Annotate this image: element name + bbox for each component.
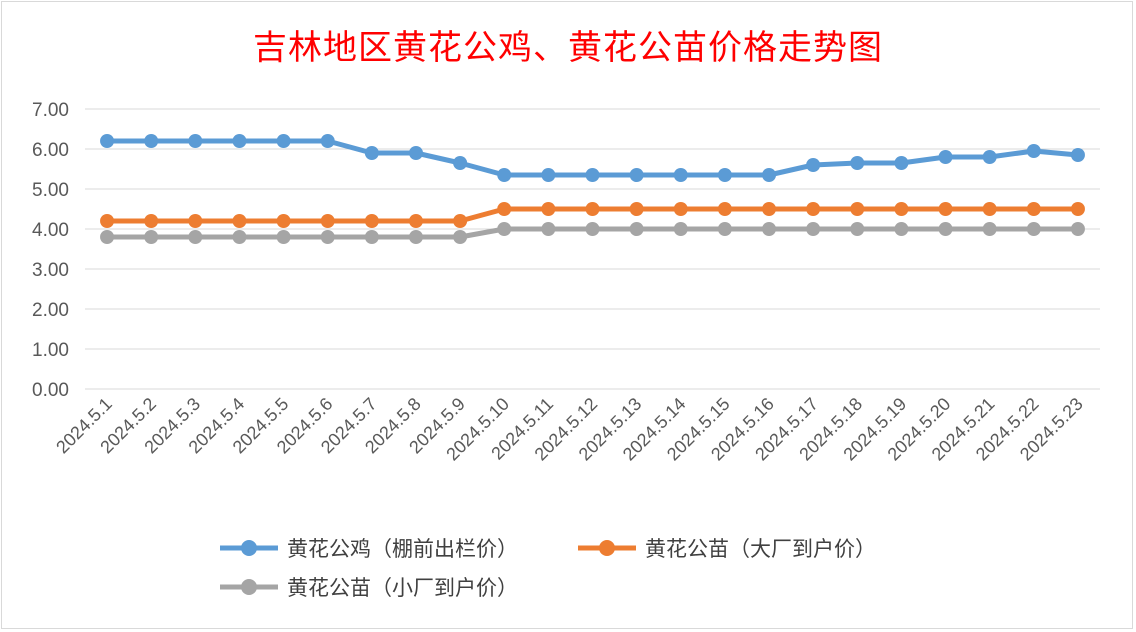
legend-marker bbox=[599, 540, 615, 556]
data-point bbox=[144, 230, 159, 244]
data-point bbox=[673, 168, 688, 182]
data-point bbox=[717, 222, 732, 236]
data-point bbox=[320, 214, 335, 228]
data-point bbox=[585, 202, 600, 216]
y-tick-label: 6.00 bbox=[32, 140, 69, 161]
data-point bbox=[453, 156, 468, 170]
legend-item: 黄花公鸡（棚前出栏价） bbox=[220, 537, 518, 561]
data-point bbox=[629, 202, 644, 216]
data-point bbox=[497, 168, 512, 182]
data-point bbox=[982, 150, 997, 164]
data-point bbox=[1026, 144, 1041, 158]
data-point bbox=[408, 230, 423, 244]
data-point bbox=[453, 230, 468, 244]
data-point bbox=[541, 202, 556, 216]
data-point bbox=[894, 202, 909, 216]
legend-label: 黄花公苗（大厂到户价） bbox=[645, 537, 876, 561]
data-point bbox=[762, 168, 777, 182]
data-point bbox=[938, 150, 953, 164]
data-point bbox=[585, 222, 600, 236]
data-point bbox=[1026, 222, 1041, 236]
data-point bbox=[100, 134, 115, 148]
x-axis-ticks: 2024.5.12024.5.22024.5.32024.5.42024.5.5… bbox=[52, 394, 1087, 465]
data-point bbox=[806, 158, 821, 172]
data-point bbox=[408, 146, 423, 160]
data-point bbox=[717, 168, 732, 182]
data-point bbox=[850, 202, 865, 216]
data-point bbox=[320, 134, 335, 148]
data-point bbox=[806, 202, 821, 216]
data-point bbox=[629, 222, 644, 236]
data-point bbox=[806, 222, 821, 236]
data-point bbox=[232, 230, 247, 244]
legend-item: 黄花公苗（大厂到户价） bbox=[578, 537, 876, 561]
y-tick-label: 2.00 bbox=[32, 300, 69, 321]
data-point bbox=[364, 230, 379, 244]
legend-marker bbox=[241, 579, 257, 595]
y-tick-label: 3.00 bbox=[32, 260, 69, 281]
data-point bbox=[850, 222, 865, 236]
data-point bbox=[408, 214, 423, 228]
data-point bbox=[144, 134, 159, 148]
y-tick-label: 1.00 bbox=[32, 340, 69, 361]
series-1 bbox=[100, 134, 1085, 182]
data-point bbox=[276, 134, 291, 148]
data-point bbox=[850, 156, 865, 170]
data-point bbox=[144, 214, 159, 228]
data-point bbox=[232, 214, 247, 228]
series-2 bbox=[100, 202, 1085, 228]
data-point bbox=[232, 134, 247, 148]
legend-label: 黄花公鸡（棚前出栏价） bbox=[287, 537, 518, 561]
data-point bbox=[276, 230, 291, 244]
data-point bbox=[938, 202, 953, 216]
y-tick-label: 7.00 bbox=[32, 100, 69, 121]
data-point bbox=[1026, 202, 1041, 216]
data-point bbox=[1070, 202, 1085, 216]
y-tick-label: 4.00 bbox=[32, 220, 69, 241]
data-point bbox=[894, 222, 909, 236]
data-point bbox=[673, 222, 688, 236]
data-point bbox=[717, 202, 732, 216]
series-3 bbox=[100, 222, 1085, 244]
data-point bbox=[629, 168, 644, 182]
data-point bbox=[188, 214, 203, 228]
y-tick-label: 0.00 bbox=[32, 380, 69, 401]
data-point bbox=[188, 134, 203, 148]
data-point bbox=[276, 214, 291, 228]
data-point bbox=[497, 222, 512, 236]
data-point bbox=[894, 156, 909, 170]
data-point bbox=[100, 214, 115, 228]
legend-marker bbox=[241, 540, 257, 556]
data-point bbox=[673, 202, 688, 216]
chart-title: 吉林地区黄花公鸡、黄花公苗价格走势图 bbox=[253, 28, 883, 68]
data-point bbox=[188, 230, 203, 244]
data-point bbox=[320, 230, 335, 244]
data-point bbox=[585, 168, 600, 182]
legend-item: 黄花公苗（小厂到户价） bbox=[220, 576, 518, 600]
data-point bbox=[100, 230, 115, 244]
series-layer bbox=[100, 134, 1085, 244]
data-point bbox=[762, 222, 777, 236]
gridlines bbox=[85, 108, 1100, 390]
y-tick-label: 5.00 bbox=[32, 180, 69, 201]
y-axis-ticks: 0.00 1.00 2.00 3.00 4.00 5.00 6.00 7.00 bbox=[32, 100, 69, 401]
data-point bbox=[453, 214, 468, 228]
data-point bbox=[1070, 222, 1085, 236]
data-point bbox=[364, 146, 379, 160]
legend-label: 黄花公苗（小厂到户价） bbox=[287, 576, 518, 600]
data-point bbox=[541, 222, 556, 236]
data-point bbox=[364, 214, 379, 228]
data-point bbox=[982, 202, 997, 216]
data-point bbox=[938, 222, 953, 236]
data-point bbox=[541, 168, 556, 182]
data-point bbox=[982, 222, 997, 236]
data-point bbox=[1070, 148, 1085, 162]
data-point bbox=[762, 202, 777, 216]
data-point bbox=[497, 202, 512, 216]
legend: 黄花公鸡（棚前出栏价） 黄花公苗（大厂到户价） 黄花公苗（小厂到户价） bbox=[220, 537, 876, 600]
